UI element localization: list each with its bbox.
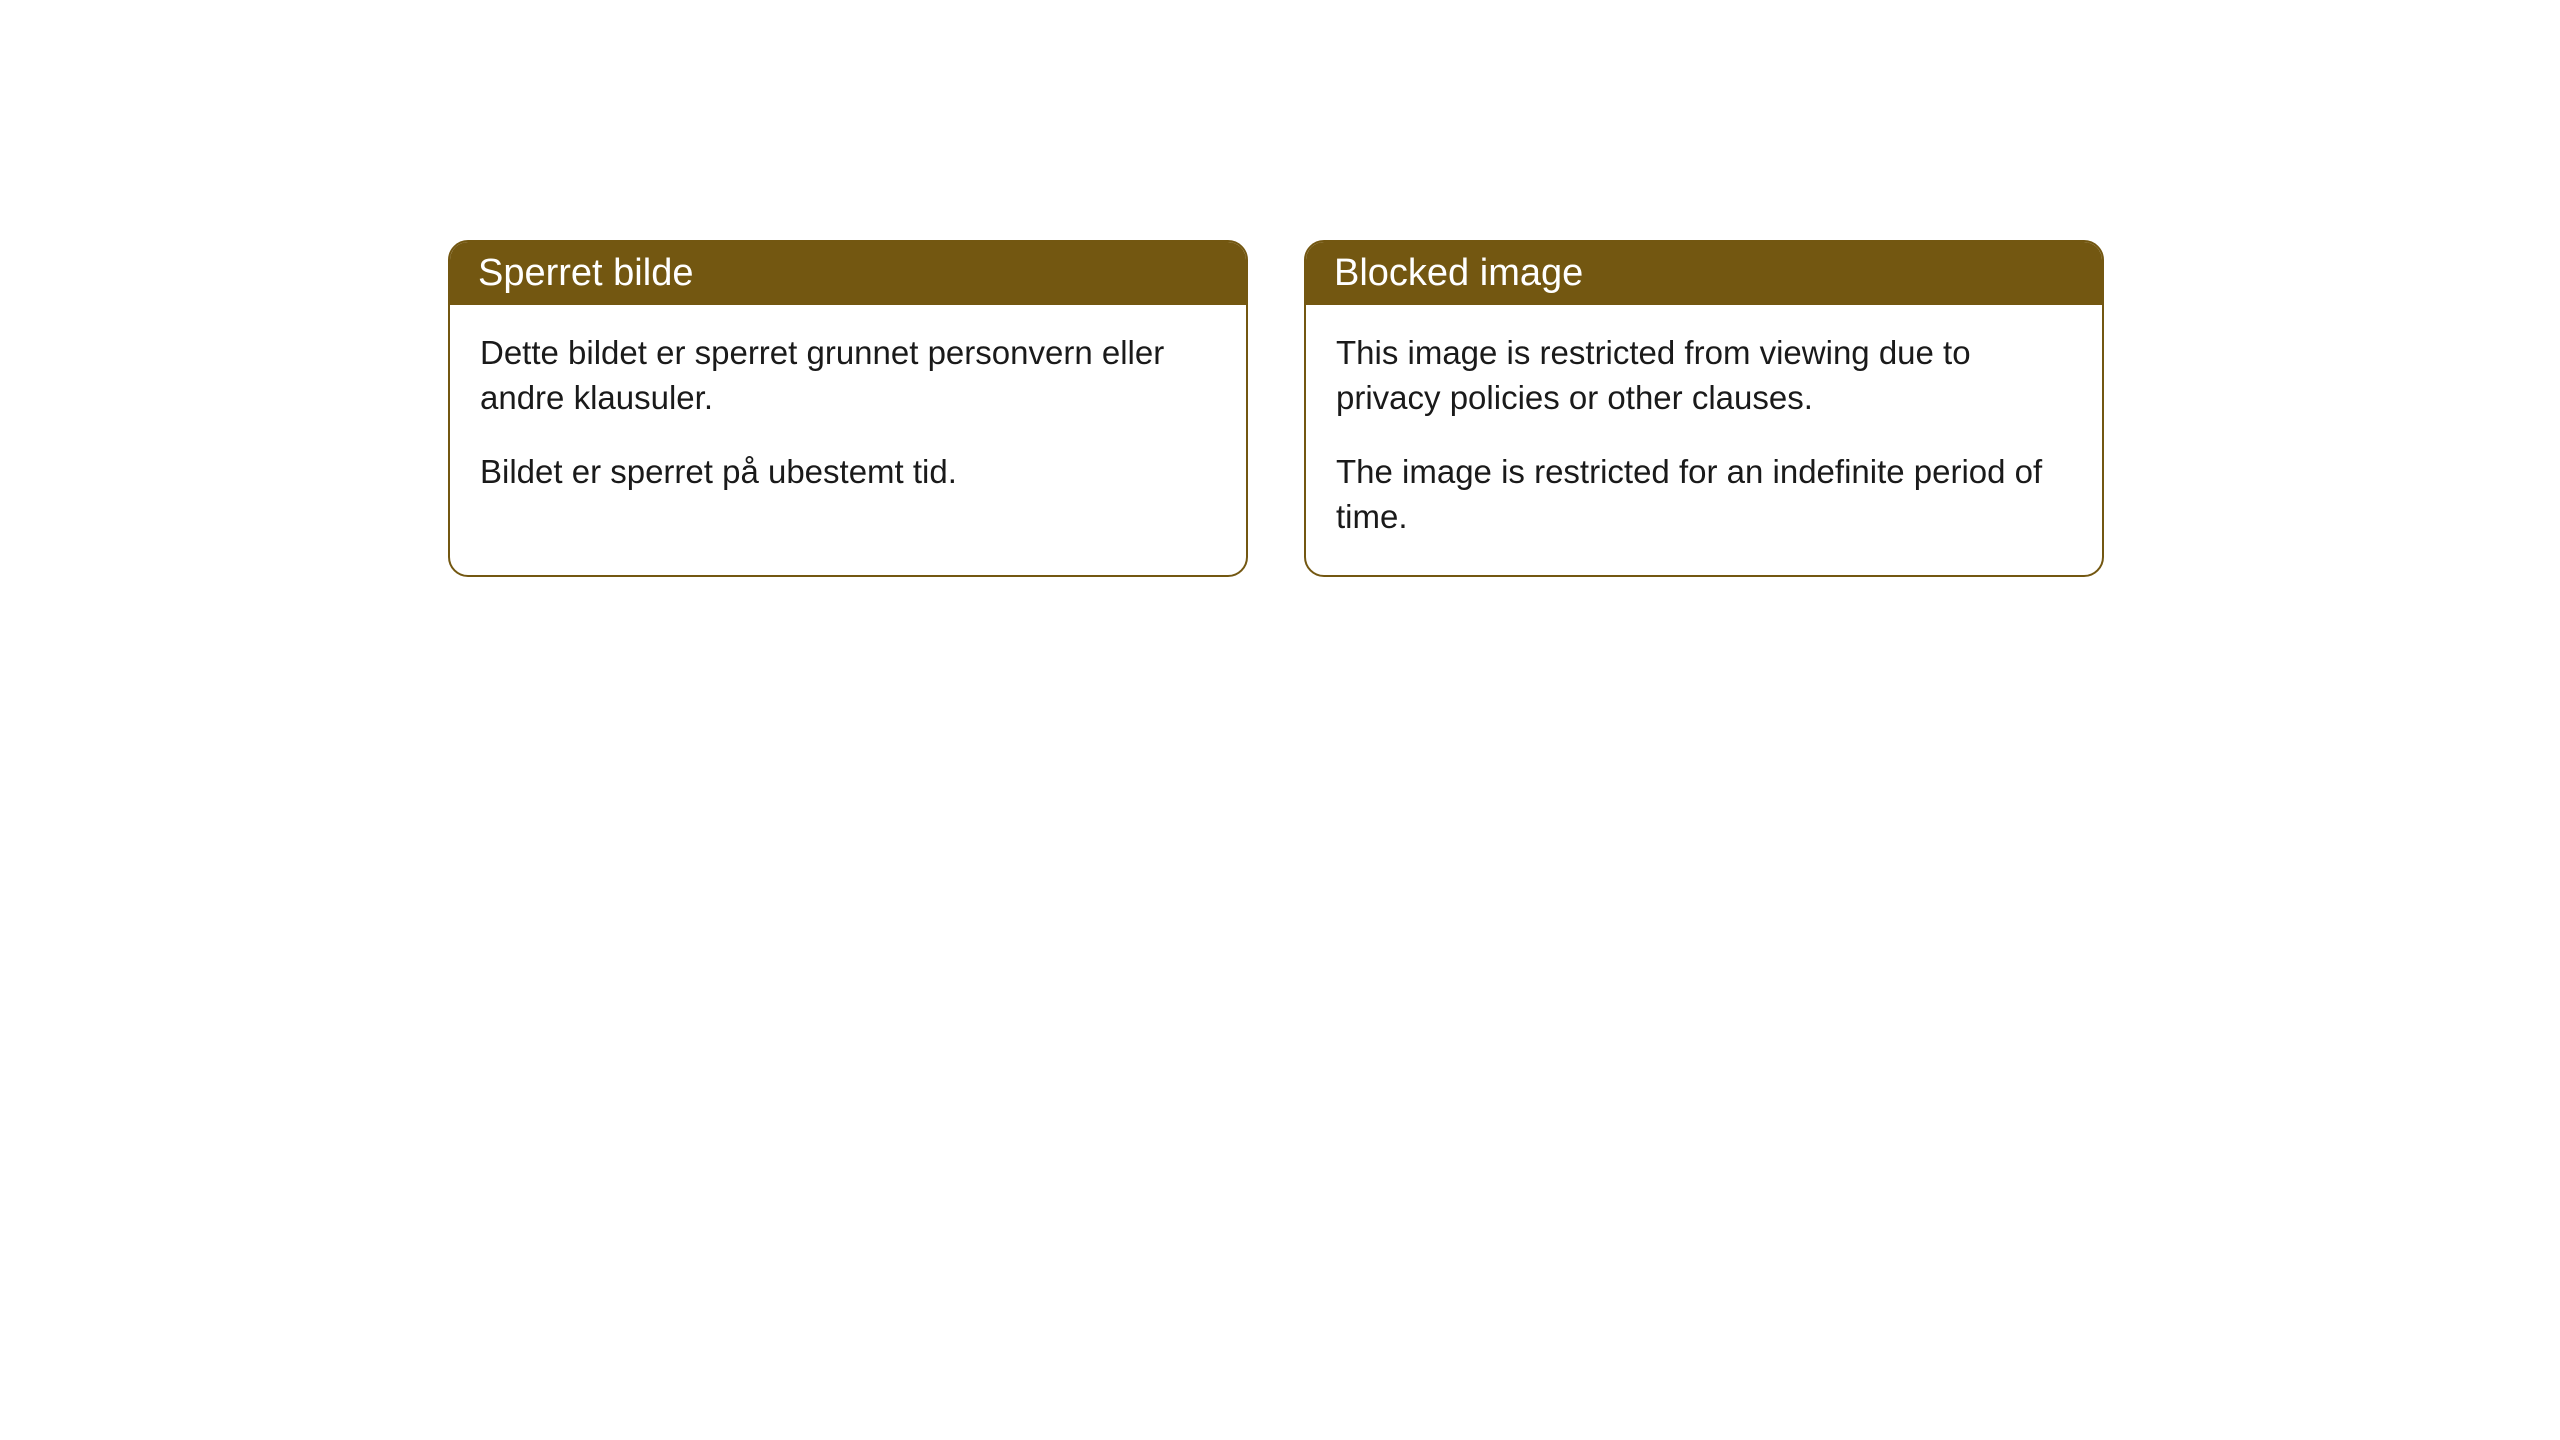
notice-paragraph: The image is restricted for an indefinit… [1336,450,2072,539]
notice-title: Sperret bilde [450,242,1246,305]
notice-body: This image is restricted from viewing du… [1306,305,2102,575]
notice-cards-container: Sperret bilde Dette bildet er sperret gr… [448,240,2104,577]
notice-body: Dette bildet er sperret grunnet personve… [450,305,1246,531]
notice-card-norwegian: Sperret bilde Dette bildet er sperret gr… [448,240,1248,577]
notice-card-english: Blocked image This image is restricted f… [1304,240,2104,577]
notice-paragraph: Dette bildet er sperret grunnet personve… [480,331,1216,420]
notice-paragraph: Bildet er sperret på ubestemt tid. [480,450,1216,495]
notice-title: Blocked image [1306,242,2102,305]
notice-paragraph: This image is restricted from viewing du… [1336,331,2072,420]
